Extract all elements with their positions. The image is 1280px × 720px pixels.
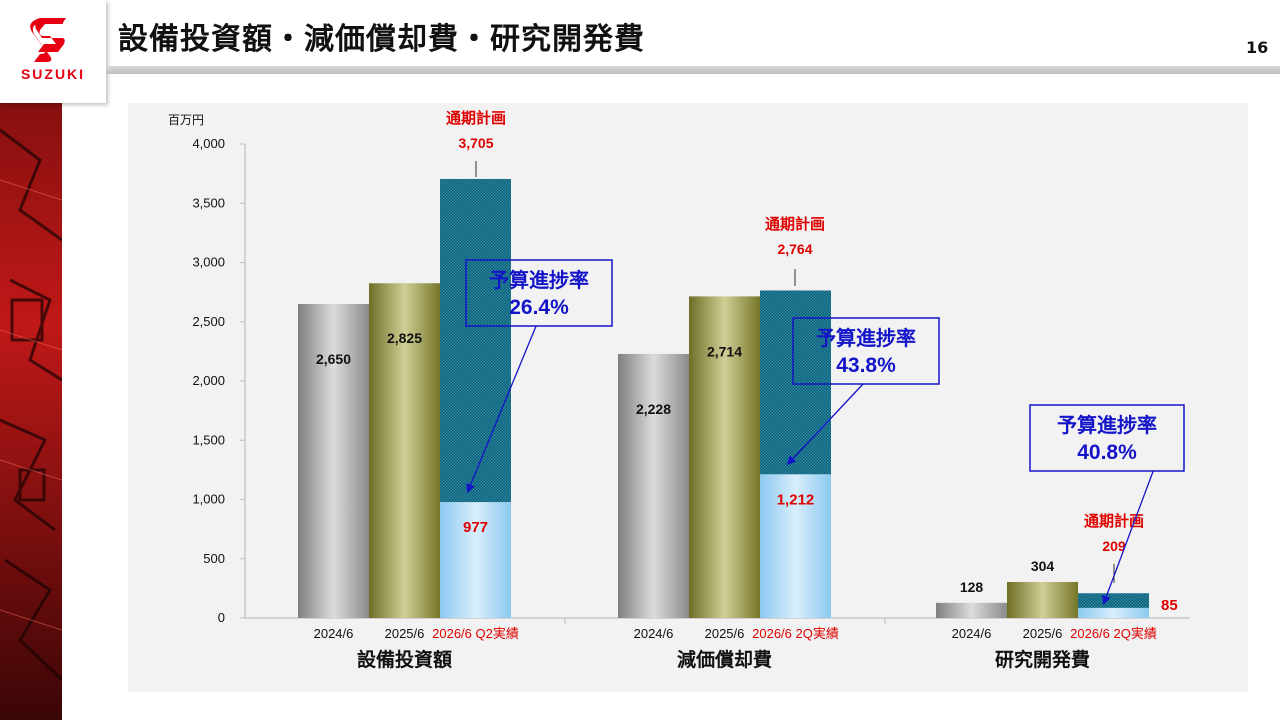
bar-value-label: 2,228	[636, 401, 671, 417]
y-axis-unit-label: 百万円	[168, 113, 204, 127]
progress-callout-title: 予算進捗率	[1057, 413, 1157, 437]
progress-callout-value: 26.4%	[509, 296, 569, 319]
x-group-label: 設備投資額	[357, 648, 452, 671]
y-tick-label: 500	[203, 551, 225, 566]
x-category-label: 2024/6	[314, 626, 354, 641]
plan-bar	[440, 178, 511, 503]
suzuki-s-logo-icon: SUZUKI	[21, 18, 85, 82]
plan-title-label: 通期計画	[446, 109, 506, 127]
bar	[618, 353, 689, 618]
chart-panel: 百万円 4,000 3,500 3,000 2,500 2,000 1,500 1,000 5…	[128, 103, 1248, 692]
x-group-label: 減価償却費	[677, 648, 772, 671]
plan-title-label: 通期計画	[765, 215, 825, 233]
plan-bar	[760, 290, 831, 475]
suzuki-logo: SUZUKI	[0, 0, 106, 103]
x-group-label: 研究開発費	[995, 648, 1090, 671]
y-tick-label: 2,000	[192, 373, 225, 388]
bar	[936, 602, 1007, 618]
decorative-sidebar	[0, 0, 62, 720]
bar-value-label: 128	[960, 579, 984, 595]
bar-value-label: 2,825	[387, 330, 422, 346]
actual-bar	[440, 502, 511, 618]
y-axis: 4,000 3,500 3,000 2,500 2,000 1,500 1,000 500 0	[192, 136, 1190, 625]
y-tick-label: 3,000	[192, 255, 225, 270]
y-tick-label: 0	[218, 610, 225, 625]
progress-callout-title: 予算進捗率	[816, 326, 916, 350]
bar-value-label: 2,714	[707, 343, 742, 359]
y-tick-label: 3,500	[192, 195, 225, 210]
y-tick-label: 1,500	[192, 432, 225, 447]
progress-callout-value: 40.8%	[1077, 441, 1137, 464]
bar	[369, 283, 440, 618]
plan-title-label: 通期計画	[1084, 512, 1144, 530]
actual-value-label: 85	[1161, 597, 1178, 614]
x-category-label: 2026/6 2Q実績	[1070, 626, 1157, 641]
y-tick-label: 1,000	[192, 492, 225, 507]
progress-callout-value: 43.8%	[836, 354, 896, 377]
x-category-label: 2024/6	[952, 626, 992, 641]
bar	[689, 296, 760, 618]
plan-value-label: 209	[1102, 538, 1126, 554]
logo-wordmark: SUZUKI	[21, 66, 85, 82]
actual-bar	[760, 474, 831, 618]
progress-arrow	[1102, 470, 1154, 605]
x-category-label: 2024/6	[634, 626, 674, 641]
bars	[298, 178, 1149, 618]
plan-value-label: 2,764	[777, 241, 812, 257]
progress-callout-box	[1029, 404, 1185, 472]
circuit-pattern-image	[0, 0, 62, 720]
x-category-label: 2026/6 Q2実績	[432, 626, 519, 641]
bar-value-label: 304	[1031, 558, 1055, 574]
x-category-label: 2025/6	[1023, 626, 1063, 641]
actual-value-label: 977	[463, 519, 488, 536]
title-divider	[106, 66, 1280, 74]
progress-callout-box	[792, 317, 940, 385]
x-category-label: 2025/6	[705, 626, 745, 641]
page-title: 設備投資額・減価償却費・研究開発費	[118, 22, 645, 57]
progress-callout-box	[465, 259, 613, 327]
progress-arrow	[786, 383, 864, 466]
y-tick-label: 4,000	[192, 136, 225, 151]
actual-value-label: 1,212	[777, 491, 815, 508]
progress-arrow	[466, 325, 537, 494]
bar-chart: 百万円 4,000 3,500 3,000 2,500 2,000 1,500 1,000 5…	[168, 109, 1190, 671]
progress-callouts: 予算進捗率 26.4% 予算進捗率 43.8% 予算進捗率 40.8%	[465, 259, 1185, 605]
plan-bar	[1078, 593, 1149, 608]
bar	[1007, 581, 1078, 618]
x-category-label: 2025/6	[385, 626, 425, 641]
bar	[298, 303, 369, 618]
plan-value-label: 3,705	[458, 135, 493, 151]
y-tick-label: 2,500	[192, 314, 225, 329]
bar-value-label: 2,650	[316, 351, 351, 367]
page-number: 16	[1246, 38, 1269, 57]
actual-bar	[1078, 607, 1149, 618]
progress-callout-title: 予算進捗率	[489, 268, 589, 292]
x-category-label: 2026/6 2Q実績	[752, 626, 839, 641]
